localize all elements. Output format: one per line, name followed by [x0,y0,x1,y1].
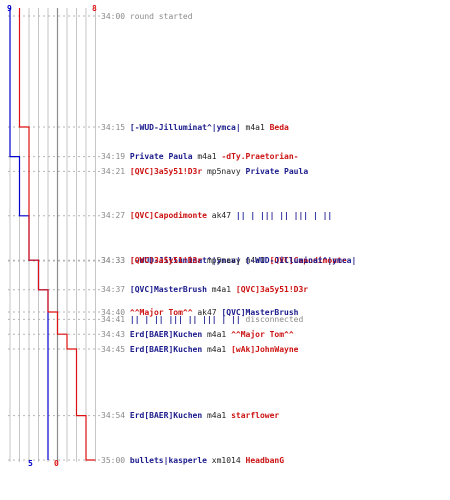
player-name: [-WUD-Jilluminat^|ymca| [129,122,241,132]
log-row: 34:27 [QVC]Capodimonte ak47 || | ||| || … [101,211,332,220]
log-time: 34:00 [101,11,130,21]
player-name: -dTy.Praetorian- [221,152,299,162]
weapon-name: m4a1 [202,344,232,354]
weapon-name: ak47 [206,211,236,221]
log-row: 34:33 [QVC]3a5y51!D3r mp5navy [-WUD-Jill… [101,256,356,265]
status-text: disconnected [240,314,304,324]
player-name: bullets|kasperle [129,455,207,465]
log-row: 34:45 Erd[BAER]Kuchen m4a1 [wAk]JohnWayn… [101,345,299,354]
status-text: round started [129,11,193,21]
player-name: Beda [269,122,289,132]
log-time: 35:00 [101,455,130,465]
log-time: 34:33 [101,256,130,266]
log-time: 34:27 [101,211,130,221]
log-row: 34:41 || | || ||| || ||| | || disconnect… [101,315,303,324]
log-row: 34:40 ^^Major Tom^^ ak47 [QVC]MasterBrus… [101,308,299,317]
weapon-name: mp5navy [202,256,246,266]
log-time: 34:19 [101,152,130,162]
player-name: [-WUD-Jilluminat^|ymca| [129,255,241,265]
log-row: 34:54 Erd[BAER]Kuchen m4a1 starflower [101,411,279,420]
weapon-name: xm1014 [206,455,246,465]
log-row: 35:00 bullets|kasperle xm1014 HeadbanG [101,456,284,465]
log-row: 34:19 Private Paula m4a1 -dTy.Praetorian… [101,152,299,161]
player-name: [QVC]3a5y51!D3r [129,166,203,176]
player-name: || | ||| || ||| | || [235,211,333,221]
log-row: 34:43 Erd[BAER]Kuchen m4a1 ^^Major Tom^^ [101,330,294,339]
log-time: 34:45 [101,344,130,354]
blue-start-score: 9 [7,4,12,13]
player-name: starflower [231,411,280,421]
player-name: Erd[BAER]Kuchen [129,411,203,421]
log-row: 34:33 [-WUD-Jilluminat^|ymca| m4a1 [QVC]… [101,256,347,265]
weapon-name: m4a1 [192,152,222,162]
log-time: 34:54 [101,411,130,421]
red-end-score: 0 [54,459,59,468]
log-row: 34:15 [-WUD-Jilluminat^|ymca| m4a1 Beda [101,123,289,132]
weapon-name: m4a1 [206,285,236,295]
player-name: [QVC]MasterBrush [129,285,207,295]
log-row: 34:37 [QVC]MasterBrush m4a1 [QVC]3a5y51!… [101,285,308,294]
log-row: 34:00 round started [101,12,193,21]
player-name: [QVC]3a5y51!D3r [235,285,309,295]
player-name: || | || ||| || ||| | || [129,314,241,324]
weapon-name: m4a1 [202,329,232,339]
player-name: HeadbanG [245,455,285,465]
player-name: ^^Major Tom^^ [129,307,193,317]
player-name: [wAk]JohnWayne [231,344,299,354]
log-time: 34:15 [101,122,130,132]
log-row: 34:21 [QVC]3a5y51!D3r mp5navy Private Pa… [101,167,308,176]
weapon-name: m4a1 [240,122,270,132]
red-team-line [18,8,96,461]
player-name: [QVC]Capodimonte [129,211,207,221]
player-name: Private Paula [245,166,309,176]
red-start-score: 8 [92,4,97,13]
player-name: [QVC]Capodimonte [269,255,347,265]
blue-end-score: 5 [28,459,33,468]
player-name: [QVC]3a5y51!D3r [129,256,203,266]
weapon-name: mp5navy [202,166,246,176]
weapon-name: ak47 [192,307,222,317]
player-name: [-WUD-Jilluminat^|ymca| [245,256,357,266]
weapon-name: m4a1 [202,411,232,421]
log-time: 34:37 [101,285,130,295]
player-name: [QVC]MasterBrush [221,307,299,317]
log-time: 34:40 [101,307,130,317]
log-time: 34:43 [101,329,130,339]
log-time: 34:33 [101,255,130,265]
log-time: 34:41 [101,314,130,324]
player-name: Private Paula [129,152,193,162]
player-name: Erd[BAER]Kuchen [129,329,203,339]
log-time: 34:21 [101,166,130,176]
player-name: ^^Major Tom^^ [231,329,294,339]
weapon-name: m4a1 [240,255,270,265]
player-name: Erd[BAER]Kuchen [129,344,203,354]
